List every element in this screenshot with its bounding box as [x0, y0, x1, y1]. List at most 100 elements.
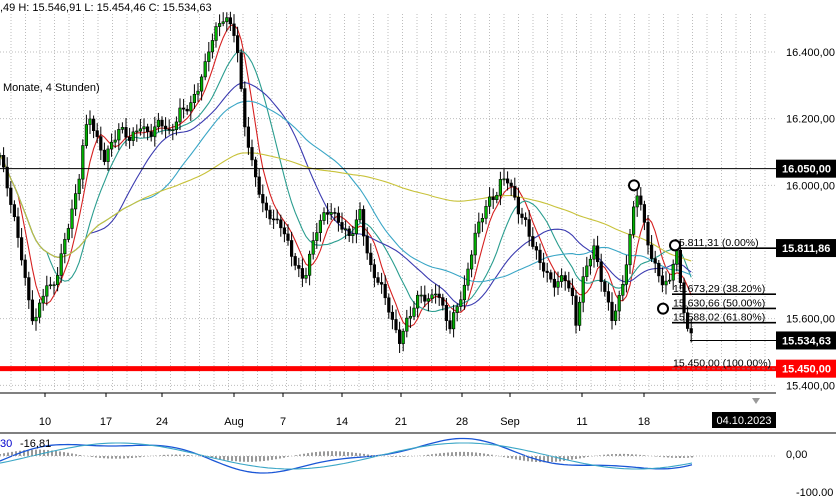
- candle-body: [311, 240, 315, 255]
- candle-body: [117, 129, 121, 141]
- y-tick-label: 16.400,00: [786, 47, 835, 59]
- candle-body: [110, 141, 114, 150]
- candle-body: [541, 262, 546, 272]
- candle-body: [588, 258, 592, 267]
- candle-body: [52, 284, 56, 287]
- candle-body: [545, 270, 549, 273]
- candle-body: [513, 186, 517, 198]
- candle-body: [264, 202, 269, 211]
- candle-body: [257, 176, 261, 195]
- candle-body: [617, 294, 621, 312]
- candle-body: [599, 261, 603, 282]
- candle-body: [232, 23, 236, 36]
- candle-body: [628, 234, 632, 266]
- candles: [0, 11, 693, 354]
- x-tick-label: 18: [638, 416, 650, 428]
- grid-lines: [0, 14, 776, 392]
- candle-body: [182, 107, 186, 110]
- candle-body: [92, 118, 96, 131]
- candle-body: [174, 121, 179, 130]
- candle-body: [516, 196, 520, 215]
- candle-body: [340, 222, 344, 230]
- candle-body: [635, 195, 639, 208]
- candle-body: [592, 245, 596, 260]
- candle-body: [329, 212, 333, 215]
- candle-body: [455, 306, 459, 313]
- x-tick-label: 28: [456, 416, 468, 428]
- candle-body: [286, 233, 290, 241]
- candle-body: [401, 330, 405, 344]
- candle-body: [210, 40, 215, 53]
- candle-body: [70, 208, 74, 229]
- candle-body: [74, 193, 78, 210]
- candle-body: [581, 276, 585, 303]
- candle-body: [549, 272, 553, 280]
- candle-body: [88, 118, 92, 125]
- candle-body: [45, 285, 49, 297]
- candle-body: [423, 294, 427, 302]
- candle-body: [333, 212, 337, 214]
- x-tick-label: 7: [280, 416, 286, 428]
- candle-body: [534, 246, 538, 251]
- price-tag-bg: [776, 239, 836, 258]
- candle-body: [372, 264, 377, 278]
- price-tag-bg: [776, 331, 836, 350]
- ma-cyan-line: [0, 100, 692, 283]
- candle-body: [236, 35, 240, 53]
- candle-body: [207, 51, 211, 62]
- candle-body: [196, 90, 200, 95]
- candle-body: [178, 107, 182, 123]
- candle-body: [156, 119, 161, 128]
- y-axis: 16.400,00 16.200,00 16.000,00 15.600,00 15.4…: [786, 47, 835, 392]
- candle-body: [559, 275, 564, 282]
- candle-body: [351, 233, 355, 236]
- candle-body: [675, 249, 679, 265]
- candle-body: [318, 220, 323, 233]
- candle-body: [610, 301, 614, 322]
- candle-body: [469, 254, 474, 270]
- candle-body: [642, 204, 646, 223]
- candle-body: [538, 249, 542, 264]
- candle-body: [383, 283, 387, 299]
- pivot-marker: [657, 302, 669, 315]
- candle-body: [99, 136, 103, 151]
- candle-body: [347, 228, 351, 236]
- pivot-marker: [669, 239, 681, 252]
- candle-body: [304, 275, 308, 279]
- candle-body: [243, 88, 247, 128]
- candle-body: [390, 311, 395, 320]
- candle-body: [552, 278, 556, 288]
- fib-label: 15.450,00 (100.00%): [673, 358, 771, 370]
- price-tag-bg: [776, 159, 836, 178]
- candle-body: [523, 217, 528, 220]
- candle-body: [218, 23, 222, 27]
- scroll-arrow-icon: [752, 398, 760, 404]
- candle-body: [239, 52, 243, 89]
- candle-body: [473, 232, 477, 256]
- period-label: Monate, 4 Stunden): [3, 82, 100, 94]
- candle-body: [531, 236, 535, 247]
- candle-body: [275, 218, 279, 221]
- fib-label: 15.588,02 (61.80%): [673, 312, 765, 324]
- candle-body: [124, 127, 128, 138]
- candle-body: [379, 282, 384, 285]
- candle-body: [221, 21, 225, 24]
- candle-body: [631, 206, 636, 235]
- candle-body: [502, 178, 506, 181]
- candle-body: [325, 212, 330, 215]
- candle-body: [408, 316, 413, 319]
- candle-body: [430, 294, 434, 300]
- candle-body: [441, 297, 445, 306]
- candle-body: [567, 280, 571, 289]
- candle-body: [574, 295, 578, 326]
- candle-body: [667, 279, 672, 282]
- indicator-value: -16,81: [20, 438, 51, 450]
- candle-body: [498, 179, 503, 196]
- candle-body: [271, 218, 276, 221]
- y-tick-label: 15.600,00: [786, 314, 835, 326]
- candle-body: [307, 253, 312, 276]
- candle-body: [606, 291, 610, 303]
- candle-body: [394, 319, 398, 331]
- candle-body: [556, 281, 560, 288]
- candle-body: [495, 194, 499, 200]
